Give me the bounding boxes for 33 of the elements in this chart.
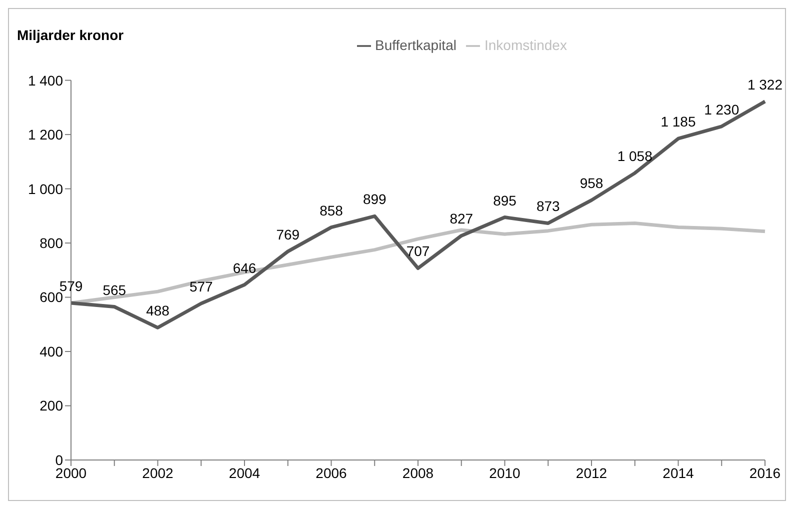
data-label: 646 — [232, 260, 256, 276]
data-label: 1 230 — [704, 101, 740, 118]
x-tick-label: 2012 — [576, 464, 608, 481]
data-label: 565 — [102, 282, 126, 298]
x-tick-label: 2014 — [662, 464, 694, 481]
x-tick-label: 2006 — [316, 464, 348, 481]
y-tick-label: 1 400 — [28, 72, 64, 88]
y-tick-label: 1 200 — [28, 126, 64, 143]
data-label: 1 322 — [747, 76, 783, 92]
data-label: 827 — [450, 210, 474, 227]
data-label: 895 — [493, 192, 517, 208]
data-label: 1 185 — [660, 114, 696, 130]
y-tick-label: 800 — [40, 234, 64, 251]
data-label: 899 — [362, 191, 387, 208]
data-label: 707 — [406, 243, 430, 260]
y-tick-label: 1 000 — [28, 180, 64, 197]
data-label: 577 — [189, 278, 214, 295]
x-tick-label: 2008 — [402, 464, 434, 481]
y-tick-label: 400 — [40, 343, 64, 360]
x-tick-label: 2004 — [228, 464, 260, 481]
data-label: 858 — [320, 202, 344, 218]
x-tick-label: 2010 — [489, 464, 521, 481]
x-tick-label: 2002 — [142, 464, 174, 481]
y-axis-title: Miljarder kronor — [17, 27, 124, 43]
legend-label: Inkomstindex — [484, 37, 567, 53]
data-label: 769 — [276, 226, 300, 242]
data-label: 1 058 — [617, 148, 653, 164]
data-label: 958 — [580, 175, 604, 192]
x-tick-label: 2016 — [749, 464, 781, 481]
legend-label: Buffertkapital — [375, 37, 456, 53]
y-tick-label: 200 — [40, 398, 64, 414]
data-label: 873 — [536, 198, 560, 214]
data-label: 488 — [146, 302, 170, 319]
